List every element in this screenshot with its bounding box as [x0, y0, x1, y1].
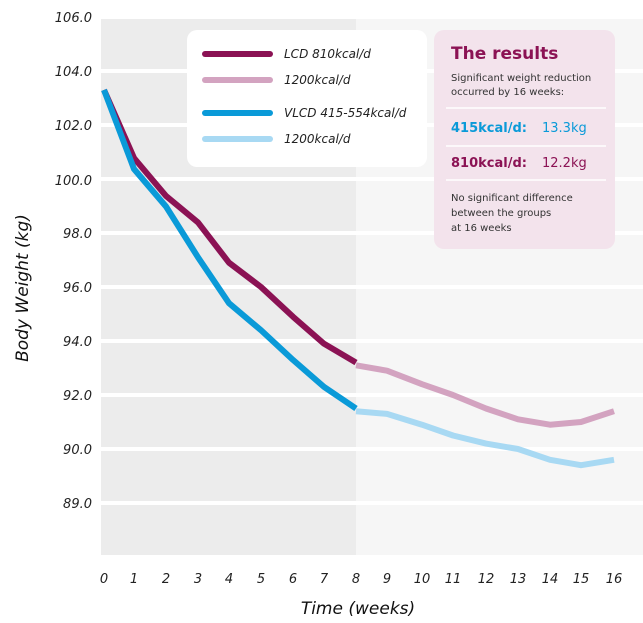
- band-right: [356, 343, 643, 393]
- legend-label: LCD 810kcal/d: [284, 47, 371, 61]
- legend-label: VLCD 415-554kcal/d: [284, 106, 407, 120]
- x-tick-label: 10: [414, 572, 431, 587]
- y-tick-label: 100.0: [55, 174, 92, 189]
- series-line-1: [355, 362, 615, 428]
- results-row1-value: 13.3kg: [542, 121, 587, 136]
- band-right: [356, 505, 643, 555]
- y-tick-label: 98.0: [63, 227, 92, 242]
- y-tick-label: 102.0: [55, 119, 92, 134]
- band-left: [101, 397, 356, 447]
- results-row2-label: 810kcal/d:: [451, 156, 527, 171]
- y-tick-label: 106.0: [55, 11, 92, 26]
- legend-label: 1200kcal/d: [284, 132, 351, 146]
- x-tick-label: 4: [225, 572, 233, 587]
- results-row2-value: 12.2kg: [542, 156, 587, 171]
- results-note-line1: No significant difference: [451, 193, 573, 204]
- series-line-3: [355, 408, 615, 469]
- band-left: [101, 181, 356, 231]
- y-tick-label: 104.0: [55, 65, 92, 80]
- x-axis-ticks: 0 1 2 3 4 5 6 7 8 9 10 11 12 13 14 15 16: [100, 572, 622, 587]
- band-right: [356, 397, 643, 447]
- band-left: [101, 343, 356, 393]
- x-tick-label: 0: [100, 572, 108, 587]
- y-tick-label: 94.0: [63, 335, 92, 350]
- x-tick-label: 13: [510, 572, 527, 587]
- y-axis-label: Body Weight (kg): [13, 214, 33, 362]
- results-panel: The results Significant weight reduction…: [434, 30, 615, 249]
- results-note-line3: at 16 weeks: [451, 223, 512, 234]
- results-title: The results: [451, 44, 558, 64]
- x-tick-label: 15: [573, 572, 590, 587]
- x-tick-label: 1: [130, 572, 138, 587]
- results-intro-line1: Significant weight reduction: [451, 73, 591, 84]
- x-tick-label: 14: [542, 572, 559, 587]
- x-tick-label: 7: [320, 572, 329, 587]
- legend: LCD 810kcal/d 1200kcal/d VLCD 415-554kcal/…: [187, 30, 427, 167]
- results-intro-line2: occurred by 16 weeks:: [451, 87, 564, 98]
- y-tick-label: 90.0: [63, 443, 92, 458]
- x-axis-label: Time (weeks): [301, 599, 415, 619]
- band-left: [101, 451, 356, 501]
- results-note-line2: between the groups: [451, 208, 551, 219]
- band-right: [356, 451, 643, 501]
- x-tick-label: 8: [352, 572, 360, 587]
- x-tick-label: 16: [606, 572, 623, 587]
- y-axis-ticks: 106.0 104.0 102.0 100.0 98.0 96.0 94.0 92.0 90.0…: [55, 11, 92, 512]
- results-row1-label: 415kcal/d:: [451, 121, 527, 136]
- results-panel-box: [434, 30, 615, 249]
- y-tick-label: 96.0: [63, 281, 92, 296]
- x-tick-label: 3: [194, 572, 202, 587]
- x-tick-label: 6: [289, 572, 297, 587]
- band-right: [356, 289, 643, 339]
- legend-label: 1200kcal/d: [284, 73, 351, 87]
- series-line-0: [101, 88, 358, 366]
- x-tick-label: 11: [445, 572, 462, 587]
- y-tick-label: 89.0: [63, 497, 92, 512]
- x-tick-label: 9: [383, 572, 391, 587]
- x-tick-label: 2: [162, 572, 170, 587]
- band-left: [101, 505, 356, 555]
- x-tick-label: 5: [257, 572, 265, 587]
- y-tick-label: 92.0: [63, 389, 92, 404]
- legend-box: [187, 30, 427, 167]
- series-line-2: [101, 88, 358, 411]
- x-tick-label: 12: [478, 572, 495, 587]
- series-lines: [101, 88, 615, 469]
- band-left: [101, 289, 356, 339]
